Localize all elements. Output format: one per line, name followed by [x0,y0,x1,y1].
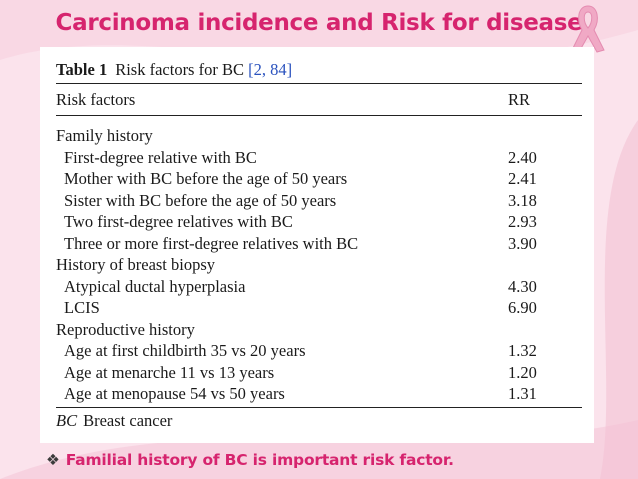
table-row: LCIS 6.90 [40,297,594,319]
table-row: Age at menarche 11 vs 13 years 1.20 [40,362,594,384]
table-row: First-degree relative with BC 2.40 [40,147,594,169]
row-value: 6.90 [508,298,537,317]
risk-factor-table: Table 1 Risk factors for BC [2, 84] Risk … [40,47,594,443]
row-value: 4.30 [508,276,537,296]
table-references-link[interactable]: [2, 84] [248,60,293,79]
row-label: Sister with BC before the age of 50 year… [64,190,337,210]
row-label: First-degree relative with BC [64,147,257,167]
table-bottom-rule [56,407,582,408]
row-label: Atypical ductal hyperplasia [64,276,246,296]
row-value: 1.32 [508,341,537,360]
table-row: Age at first childbirth 35 vs 20 years 1.… [40,340,594,362]
row-label: Age at first childbirth 35 vs 20 years [64,341,306,360]
table-row: Two first-degree relatives with BC 2.93 [40,211,594,233]
bullet-point: ❖ Familial history of BC is important ris… [46,451,454,469]
table-row: Three or more first-degree relatives wit… [40,233,594,255]
row-value: 1.31 [508,384,537,403]
row-label: LCIS [64,298,100,317]
table-header-rule [56,115,582,116]
table-row: Reproductive history [40,319,594,341]
four-diamond-bullet-icon: ❖ [46,451,60,469]
pink-ribbon-icon [571,5,605,53]
table-row: Mother with BC before the age of 50 year… [40,168,594,190]
table-caption: Table 1 Risk factors for BC [2, 84] [56,60,292,80]
row-label: Three or more first-degree relatives wit… [64,233,359,253]
table-caption-text: Risk factors for BC [115,60,244,79]
row-label: History of breast biopsy [56,255,216,274]
row-label: Family history [56,126,153,145]
row-label: Age at menopause 54 vs 50 years [64,384,285,403]
column-header-rr: RR [508,90,531,109]
table-number: Table 1 [56,60,108,79]
table-row: Atypical ductal hyperplasia 4.30 [40,276,594,298]
table-footnote: BC Breast cancer [56,411,172,431]
row-value: 1.20 [508,362,537,382]
footnote-text: Breast cancer [83,411,173,430]
table-row: Family history [40,125,594,147]
table-body: Family history First-degree relative wit… [40,125,594,405]
slide-title: Carcinoma incidence and Risk for disease [55,10,583,36]
row-value: 3.90 [508,233,537,253]
row-label: Age at menarche 11 vs 13 years [64,362,275,382]
row-label: Two first-degree relatives with BC [64,212,293,231]
table-row: Sister with BC before the age of 50 year… [40,190,594,212]
footnote-abbreviation: BC [56,411,78,430]
row-label: Reproductive history [56,319,195,339]
table-row: Age at menopause 54 vs 50 years 1.31 [40,383,594,405]
bullet-text: Familial history of BC is important risk… [65,451,454,469]
row-label: Mother with BC before the age of 50 year… [64,169,348,188]
row-value: 2.93 [508,212,537,231]
column-header-risk-factors: Risk factors [56,90,136,109]
row-value: 2.41 [508,169,537,188]
row-value: 2.40 [508,147,537,167]
table-top-rule [56,83,582,84]
table-row: History of breast biopsy [40,254,594,276]
row-value: 3.18 [508,190,537,210]
